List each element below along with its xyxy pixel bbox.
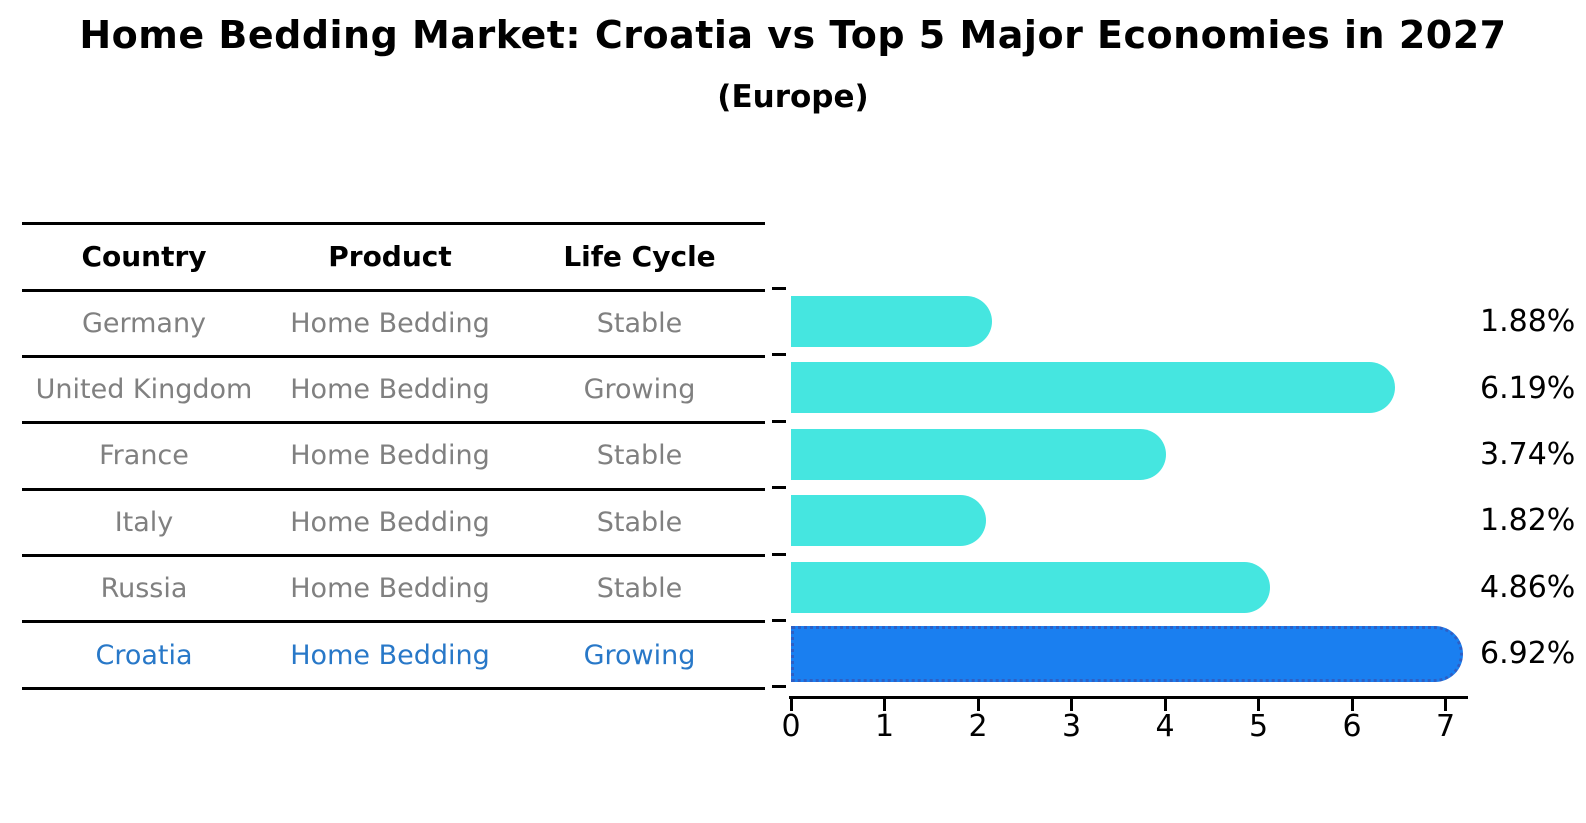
table-row: Russia Home Bedding Stable <box>22 554 765 620</box>
x-axis-tick <box>1350 699 1354 711</box>
table-row: United Kingdom Home Bedding Growing <box>22 354 765 421</box>
cell-product: Home Bedding <box>290 573 490 605</box>
x-axis-tick <box>976 699 980 711</box>
y-axis-tick <box>772 353 786 357</box>
cell-life-cycle: Stable <box>596 506 683 538</box>
bar-italy <box>791 495 987 547</box>
cell-country: United Kingdom <box>35 374 253 406</box>
table-header-row: Country Product Life Cycle <box>22 222 765 289</box>
table-row: Croatia Home Bedding Growing <box>22 620 765 690</box>
bar-germany <box>791 296 992 347</box>
table-row: Germany Home Bedding Stable <box>22 288 765 355</box>
bar-russia <box>791 561 1271 613</box>
cell-product: Home Bedding <box>290 374 490 406</box>
bar-value-label: 4.86% <box>1480 569 1576 605</box>
bar-value-label: 3.74% <box>1480 436 1576 472</box>
cell-life-cycle: Stable <box>596 573 683 605</box>
cell-country: Germany <box>81 307 207 339</box>
cell-product: Home Bedding <box>290 307 490 339</box>
cell-product: Home Bedding <box>290 506 490 538</box>
x-axis-tick-label: 5 <box>1248 709 1269 744</box>
x-axis-tick-label: 4 <box>1155 709 1175 744</box>
x-axis-tick <box>789 699 793 711</box>
cell-country: Italy <box>114 506 174 538</box>
cell-life-cycle: Growing <box>583 374 696 406</box>
bar-value-label: 6.92% <box>1480 636 1576 672</box>
column-header-product: Product <box>328 240 452 274</box>
cell-life-cycle: Growing <box>583 639 696 671</box>
x-axis-tick-label: 7 <box>1435 709 1456 744</box>
x-axis-tick <box>1070 699 1073 711</box>
bar-plot-area: 1.88% 6.19% 3.74% 1.82% 4.86% 6.92% <box>0 287 1586 689</box>
cell-life-cycle: Stable <box>596 307 683 339</box>
cell-country: France <box>99 440 189 472</box>
table-row: Italy Home Bedding Stable <box>22 487 765 554</box>
x-axis-tick <box>1257 699 1260 711</box>
x-axis-tick <box>1444 699 1447 711</box>
chart-title: Home Bedding Market: Croatia vs Top 5 Ma… <box>79 13 1507 57</box>
bar-united-kingdom <box>791 362 1395 414</box>
y-axis-tick <box>772 419 786 423</box>
table-body: Germany Home Bedding Stable United Kingdom H… <box>22 288 765 690</box>
y-axis-tick <box>772 486 786 490</box>
column-header-country: Country <box>81 240 207 274</box>
bar-value-label: 1.82% <box>1480 503 1576 539</box>
x-axis-line <box>789 696 1468 699</box>
y-axis-tick <box>772 685 786 689</box>
bar-highlight-croatia <box>791 625 1464 682</box>
x-axis-tick-label: 3 <box>1061 709 1082 744</box>
x-axis-tick-label: 6 <box>1342 709 1362 744</box>
y-axis-tick <box>772 619 786 622</box>
cell-product: Home Bedding <box>290 639 490 671</box>
x-axis-tick-label: 2 <box>968 709 988 744</box>
bar-value-label: 6.19% <box>1480 370 1576 406</box>
column-header-life-cycle: Life Cycle <box>563 240 716 274</box>
y-axis-tick <box>772 552 786 556</box>
bar-value-label: 1.88% <box>1480 304 1576 340</box>
x-axis-tick <box>1163 699 1167 711</box>
bar-france <box>791 428 1166 480</box>
x-axis-tick-label: 0 <box>781 709 801 744</box>
cell-country: Croatia <box>95 639 193 671</box>
table-row: France Home Bedding Stable <box>22 421 765 487</box>
cell-life-cycle: Stable <box>596 440 683 472</box>
country-table: Country Product Life Cycle Germany Home B… <box>22 222 765 690</box>
y-axis-tick <box>772 287 786 290</box>
cell-country: Russia <box>100 573 188 605</box>
chart-subtitle: (Europe) <box>717 79 869 115</box>
x-axis-tick-label: 1 <box>874 709 895 744</box>
x-axis-tick <box>883 699 886 711</box>
cell-product: Home Bedding <box>290 440 490 472</box>
